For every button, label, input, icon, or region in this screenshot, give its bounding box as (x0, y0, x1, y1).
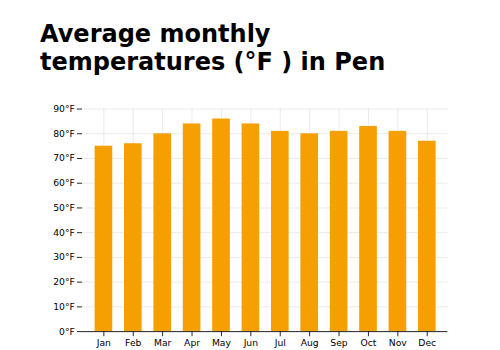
svg-text:70°F: 70°F (53, 152, 75, 163)
svg-text:0°F: 0°F (59, 325, 75, 336)
svg-text:90°F: 90°F (53, 103, 75, 114)
svg-text:Jul: Jul (274, 337, 286, 348)
svg-text:Jun: Jun (243, 337, 259, 348)
svg-text:Mar: Mar (154, 337, 172, 348)
svg-text:Oct: Oct (360, 337, 376, 348)
svg-text:Sep: Sep (330, 337, 348, 348)
svg-text:20°F: 20°F (53, 276, 75, 287)
svg-text:50°F: 50°F (53, 202, 75, 213)
svg-text:40°F: 40°F (53, 226, 75, 237)
svg-text:80°F: 80°F (53, 128, 75, 139)
svg-text:May: May (212, 337, 232, 348)
svg-text:Jan: Jan (96, 337, 111, 348)
svg-text:30°F: 30°F (53, 251, 75, 262)
svg-text:Feb: Feb (125, 337, 141, 348)
svg-text:10°F: 10°F (53, 301, 75, 312)
svg-text:Nov: Nov (389, 337, 408, 348)
svg-text:Aug: Aug (301, 337, 319, 348)
svg-text:Dec: Dec (418, 337, 436, 348)
svg-text:60°F: 60°F (53, 177, 75, 188)
svg-text:Apr: Apr (184, 337, 200, 348)
html-text:Average monthly temperatures (: Average monthly temperatures (°F ) in Pe… (40, 19, 386, 76)
